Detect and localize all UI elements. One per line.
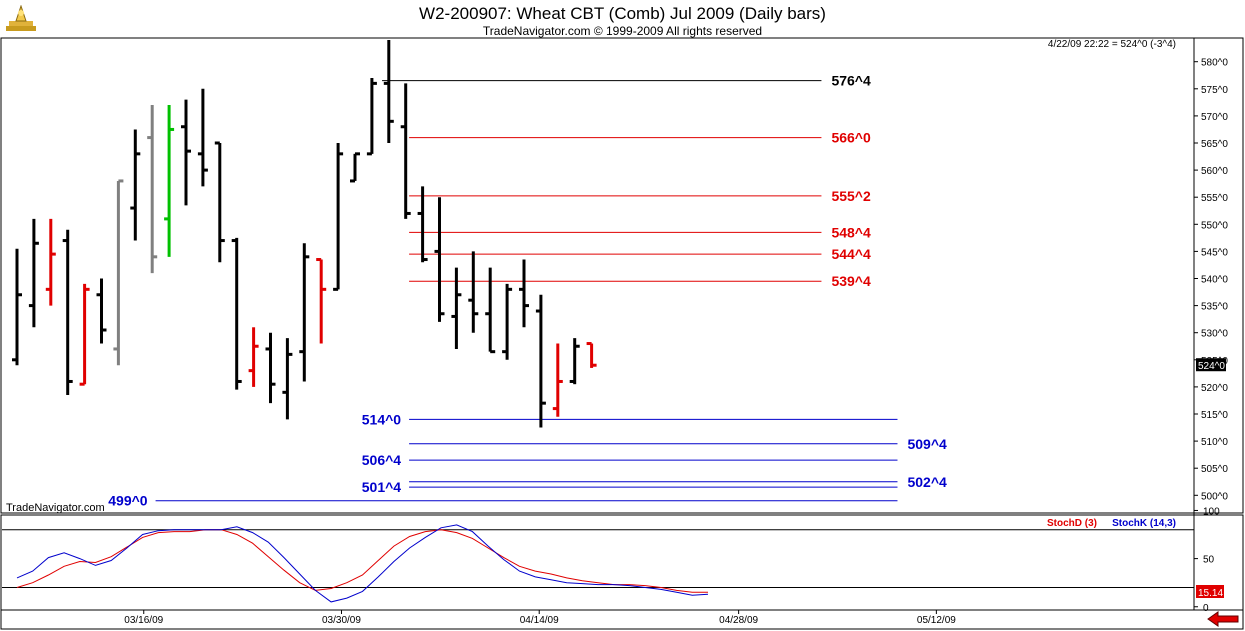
last-price-box (1196, 358, 1226, 372)
x-tick-label: 03/16/09 (124, 615, 163, 626)
level-label: 555^2 (831, 188, 871, 204)
y-tick-label: 580^0 (1201, 58, 1228, 69)
price-panel-frame (0, 37, 1244, 514)
level-label: 501^4 (362, 479, 402, 495)
y-tick-label: 500^0 (1201, 491, 1228, 502)
level-label: 566^0 (831, 130, 871, 146)
legend-stochk: StochK (14,3) (1112, 518, 1176, 529)
stochastic-y-tick-label: 0 (1203, 603, 1209, 614)
y-tick-label: 565^0 (1201, 139, 1228, 150)
level-label: 509^4 (907, 436, 947, 452)
last-price-label: 524^0 (1198, 361, 1225, 372)
chart-copyright: TradeNavigator.com © 1999-2009 All right… (482, 24, 763, 38)
tradenavigator-logo-icon (6, 5, 36, 31)
level-label: 514^0 (362, 411, 402, 427)
y-tick-label: 505^0 (1201, 464, 1228, 475)
chart-title: W2-200907: Wheat CBT (Comb) Jul 2009 (Da… (419, 4, 826, 23)
y-tick-label: 545^0 (1201, 247, 1228, 258)
stochastic-y-tick-label: 50 (1203, 555, 1215, 566)
stochastic-y-tick-label: 100 (1203, 506, 1220, 517)
stochastic-value-box (1196, 585, 1224, 598)
y-tick-label: 535^0 (1201, 302, 1228, 313)
stochastic-series-line (16, 524, 709, 603)
level-label: 576^4 (831, 73, 871, 89)
level-label: 499^0 (108, 493, 148, 509)
x-tick-label: 05/12/09 (917, 615, 956, 626)
time-axis-frame (0, 609, 1244, 630)
y-tick-label: 570^0 (1201, 112, 1228, 123)
y-tick-label: 550^0 (1201, 220, 1228, 231)
level-label: 502^4 (907, 474, 947, 490)
x-tick-label: 04/28/09 (719, 615, 758, 626)
y-tick-label: 515^0 (1201, 410, 1228, 421)
stochastic-value-label: 15.14 (1198, 588, 1223, 599)
back-arrow-icon[interactable] (1207, 611, 1239, 627)
y-tick-label: 555^0 (1201, 193, 1228, 204)
y-tick-label: 560^0 (1201, 166, 1228, 177)
y-tick-label: 520^0 (1201, 383, 1228, 394)
stochastic-series-line (16, 529, 708, 593)
level-label: 539^4 (831, 273, 871, 289)
legend-stochd: StochD (3) (1047, 518, 1097, 529)
level-label: 548^4 (831, 224, 871, 240)
x-tick-label: 03/30/09 (322, 615, 361, 626)
y-tick-label: 530^0 (1201, 329, 1228, 340)
level-label: 506^4 (362, 452, 402, 468)
y-tick-label: 575^0 (1201, 85, 1228, 96)
level-label: 544^4 (831, 246, 871, 262)
x-tick-label: 04/14/09 (520, 615, 559, 626)
watermark-label: TradeNavigator.com (6, 502, 105, 514)
y-tick-label: 510^0 (1201, 437, 1228, 448)
timestamp-readout: 4/22/09 22:22 = 524^0 (-3^4) (1048, 39, 1176, 50)
y-tick-label: 540^0 (1201, 275, 1228, 286)
